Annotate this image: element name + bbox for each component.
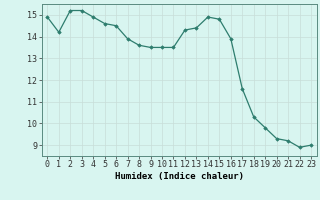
X-axis label: Humidex (Indice chaleur): Humidex (Indice chaleur) [115,172,244,181]
